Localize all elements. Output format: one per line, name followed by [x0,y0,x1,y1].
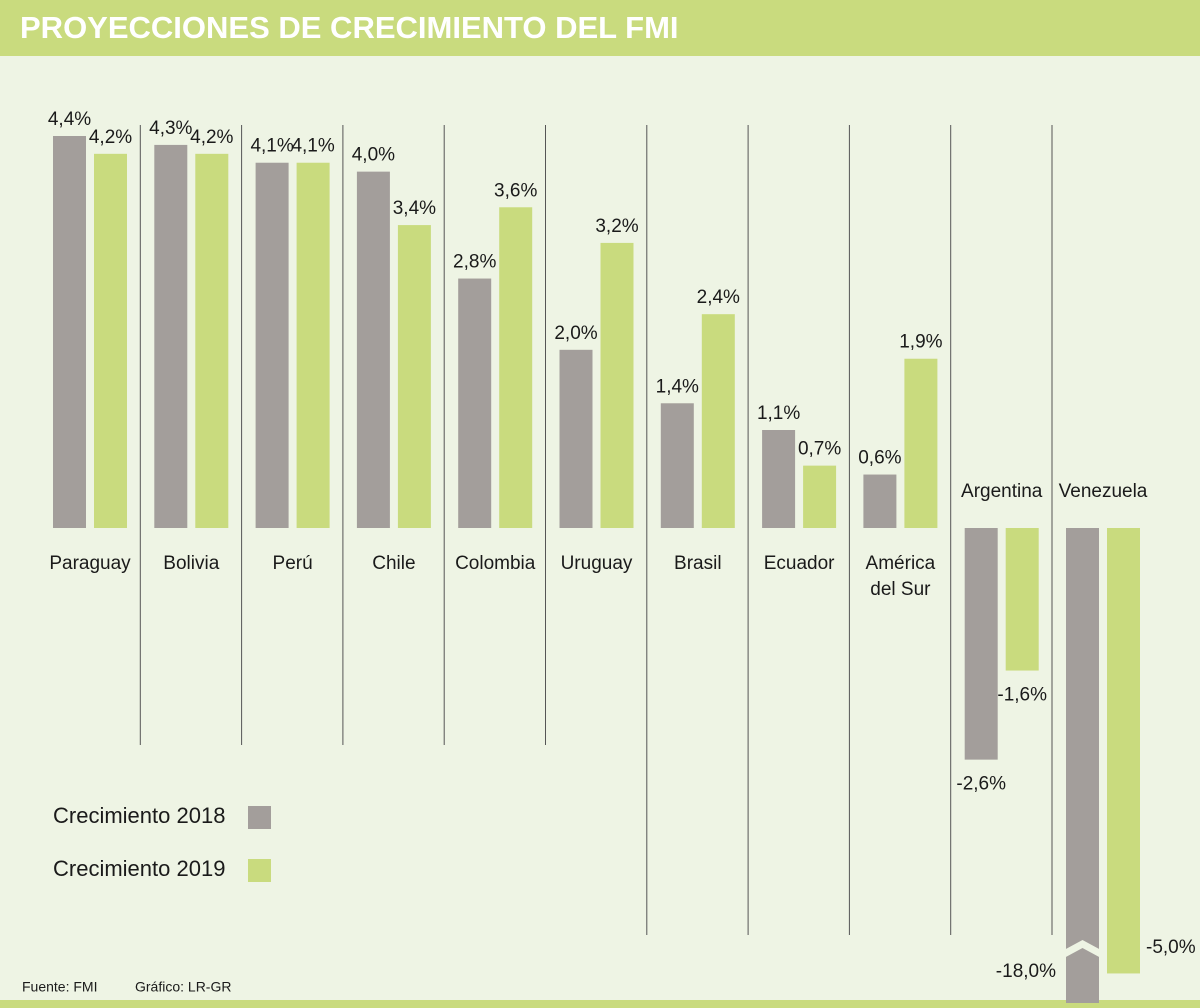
value-label: -2,6% [956,774,1006,795]
bar [803,465,837,528]
value-label: 2,0% [554,323,597,344]
value-label: 2,8% [453,252,496,273]
x-tick-label: Uruguay [561,553,633,574]
value-label: 0,7% [798,439,841,460]
value-label: 1,9% [899,332,942,353]
bar [499,207,533,529]
value-label: 4,2% [190,127,233,148]
bar [296,162,330,528]
title-bar [0,0,1200,56]
x-tick-label: Chile [372,553,415,574]
x-tick-label: Venezuela [1059,481,1148,502]
bar [600,242,634,528]
bar [53,136,86,528]
legend-label: Crecimiento 2018 [53,803,225,828]
value-label: 4,1% [250,136,293,157]
value-label: -18,0% [996,961,1056,982]
chart-title: PROYECCIONES DE CRECIMIENTO DEL FMI [20,10,679,45]
value-label: 2,4% [697,287,740,308]
legend-swatch [248,806,271,829]
value-label: 4,1% [291,136,334,157]
bar [559,349,593,528]
bar [195,153,229,528]
source: Fuente: FMI [22,979,97,995]
bar [904,358,938,528]
axis-break [1064,940,1101,958]
bar [255,162,289,528]
x-tick-label: Argentina [961,481,1043,502]
x-tick-label: Brasil [674,553,722,574]
bar [863,474,897,528]
value-label: 3,4% [393,198,436,219]
credit: Gráfico: LR-GR [135,979,231,995]
bar [94,153,127,528]
x-tick-label: Perú [273,553,313,574]
bar [660,403,694,528]
value-label: 1,1% [757,403,800,424]
bottom-bar [0,1000,1200,1008]
value-label: -1,6% [997,685,1047,706]
legend-swatch [248,859,271,882]
x-tick-label: Ecuador [764,553,835,574]
value-label: 4,3% [149,118,192,139]
value-label: 4,0% [352,145,395,166]
value-label: 0,6% [858,448,901,469]
bar [458,278,492,528]
value-label: 4,4% [48,109,91,130]
value-label: 1,4% [656,376,699,397]
bar [701,314,735,528]
legend-label: Crecimiento 2019 [53,856,225,881]
value-label: 3,6% [494,180,537,201]
value-label: 4,2% [89,127,132,148]
bar [1005,528,1039,671]
bar [762,430,796,528]
bar [154,144,188,528]
x-tick-label: Bolivia [163,553,219,574]
x-tick-label: Paraguay [49,553,131,574]
x-tick-label: América del Sur [866,553,936,600]
value-label: -5,0% [1146,937,1196,958]
value-label: 3,2% [595,216,638,237]
bar [964,528,998,760]
bar [1107,528,1140,974]
bar [356,171,390,529]
bar [397,225,431,528]
bar [1066,528,1099,1003]
x-tick-label: Colombia [455,553,536,574]
